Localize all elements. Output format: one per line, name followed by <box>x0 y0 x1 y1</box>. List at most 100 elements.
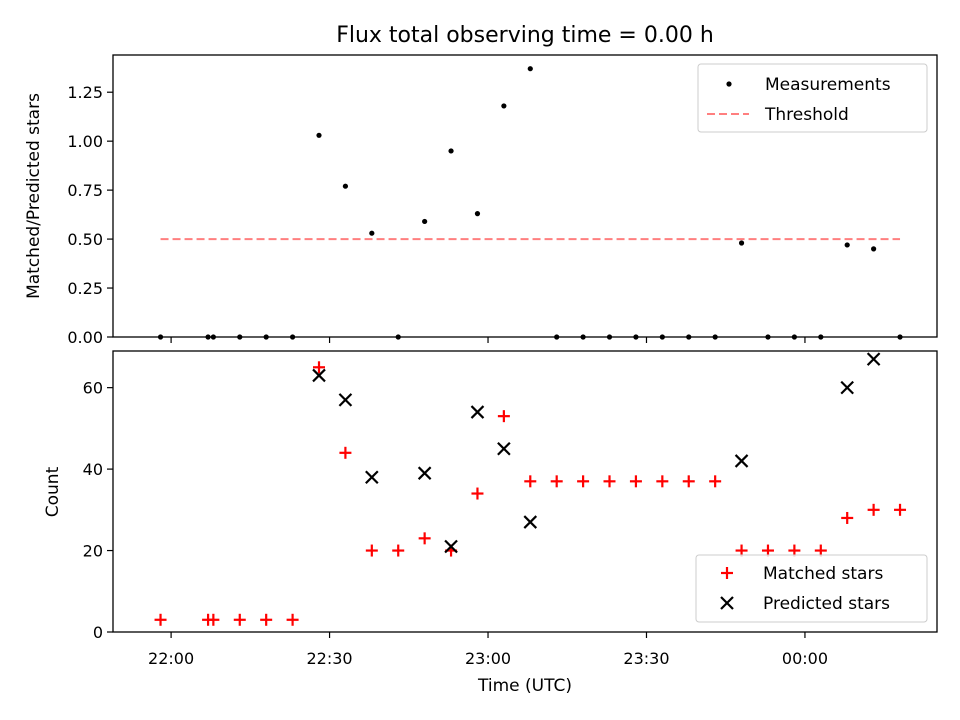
x-tick-label: 23:00 <box>465 649 511 668</box>
top-y-tick-label: 1.25 <box>67 83 103 102</box>
matched-star-point <box>392 544 405 557</box>
measurement-point <box>791 334 797 340</box>
x-tick-label: 23:30 <box>623 649 669 668</box>
bottom-y-ticks: 0 20 40 60 <box>83 379 113 642</box>
matched-star-point <box>233 613 246 626</box>
predicted-star-point <box>444 539 458 554</box>
bottom-y-tick-label: 40 <box>83 460 103 479</box>
matched-star-point <box>603 475 616 488</box>
matched-star-point <box>154 613 167 626</box>
bottom-y-tick-label: 60 <box>83 379 103 398</box>
measurement-point <box>237 334 243 340</box>
measurement-point <box>580 334 586 340</box>
measurement-point <box>474 211 481 217</box>
matched-star-point <box>471 487 484 500</box>
legend-measurements-label: Measurements <box>765 75 891 95</box>
measurement-point <box>157 334 164 340</box>
measurement-point <box>422 218 428 225</box>
predicted-star-point <box>734 454 749 468</box>
measurement-point <box>765 334 771 340</box>
measurement-point <box>686 334 692 340</box>
measurement-point <box>210 334 216 340</box>
matched-star-point <box>867 503 880 516</box>
matched-star-point <box>339 446 352 459</box>
matched-star-point <box>682 475 695 488</box>
top-y-tick-label: 0.25 <box>67 279 103 298</box>
matched-star-point <box>550 475 563 488</box>
chart-title: Flux total observing time = 0.00 h <box>336 23 714 48</box>
bottom-legend-box <box>695 554 928 623</box>
measurement-point <box>844 242 850 248</box>
matched-star-point <box>497 410 510 423</box>
matched-star-point <box>841 511 854 524</box>
x-axis-label: Time (UTC) <box>477 676 572 696</box>
measurement-point <box>554 334 560 340</box>
matched-star-point <box>656 475 669 488</box>
measurement-point <box>501 103 507 109</box>
bottom-data-marks <box>154 352 907 626</box>
measurement-point <box>897 334 903 340</box>
top-x-ticks <box>170 337 806 343</box>
matched-star-point <box>207 613 220 626</box>
predicted-star-point <box>523 515 538 529</box>
measurement-point <box>263 334 269 340</box>
matched-star-point <box>365 544 378 557</box>
measurement-point <box>395 334 401 340</box>
measurement-point <box>712 334 718 340</box>
measurement-point <box>448 148 454 154</box>
matched-star-point <box>313 361 325 374</box>
measurement-point <box>871 246 877 252</box>
predicted-star-point <box>497 441 511 456</box>
bottom-legend: Matched stars Predicted stars <box>695 554 928 623</box>
legend-threshold-label: Threshold <box>764 105 849 125</box>
measurement-point <box>527 66 533 72</box>
top-plot-frame <box>112 54 938 338</box>
top-panel: 0.00 0.25 0.50 0.75 1.00 1.25 Matched/Predict… <box>24 54 938 347</box>
x-tick-label: 22:30 <box>307 649 353 668</box>
top-y-tick-label: 1.00 <box>67 132 103 151</box>
top-y-tick-label: 0.75 <box>67 181 103 200</box>
measurement-point <box>738 240 745 246</box>
measurement-point <box>289 334 296 340</box>
matched-star-point <box>577 475 590 488</box>
legend-measurements-marker <box>726 81 732 87</box>
measurement-point <box>633 334 639 340</box>
measurement-point <box>659 334 665 340</box>
top-y-axis-label: Matched/Predicted stars <box>24 93 44 299</box>
x-tick-label: 22:00 <box>148 649 194 668</box>
matched-star-point <box>260 613 273 626</box>
bottom-plot-frame <box>112 350 938 633</box>
legend-predicted-marker <box>720 596 734 610</box>
matched-star-point <box>629 475 642 488</box>
matched-star-point <box>709 475 722 488</box>
top-legend-box <box>697 63 928 133</box>
top-data-marks <box>157 66 903 340</box>
matched-star-point <box>894 503 907 516</box>
legend-predicted-label: Predicted stars <box>763 594 890 614</box>
top-y-tick-label: 0.00 <box>67 328 103 347</box>
bottom-y-tick-label: 0 <box>93 623 103 642</box>
bottom-y-axis-label: Count <box>43 466 63 517</box>
top-legend: Measurements Threshold <box>697 63 928 133</box>
legend-matched-label: Matched stars <box>763 564 883 584</box>
predicted-star-point <box>312 368 326 383</box>
matched-star-point <box>418 532 431 545</box>
top-y-ticks: 0.00 0.25 0.50 0.75 1.00 1.25 <box>67 83 113 347</box>
measurement-point <box>205 334 211 340</box>
predicted-star-point <box>470 405 485 419</box>
predicted-star-point <box>365 470 379 485</box>
matched-star-point <box>524 475 537 488</box>
predicted-star-point <box>840 380 854 395</box>
predicted-star-point <box>338 393 353 407</box>
measurement-point <box>316 132 322 138</box>
bottom-y-tick-label: 20 <box>83 542 103 561</box>
measurement-point <box>369 230 375 236</box>
legend-matched-marker <box>721 567 733 579</box>
predicted-star-point <box>417 466 432 480</box>
matched-star-point <box>286 613 299 626</box>
measurement-point <box>606 334 613 340</box>
bottom-x-ticks: 22:00 22:30 23:00 23:30 00:00 <box>148 632 828 668</box>
top-y-tick-label: 0.50 <box>67 230 103 249</box>
